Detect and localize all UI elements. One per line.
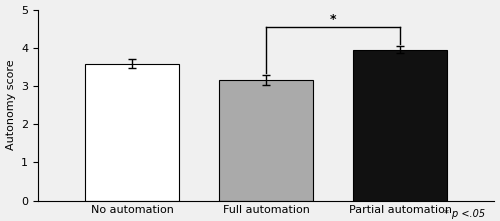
Bar <box>219 80 313 201</box>
Text: * p <.05: * p <.05 <box>444 209 485 219</box>
Y-axis label: Autonomy score: Autonomy score <box>6 60 16 150</box>
Bar <box>354 50 448 201</box>
Bar <box>85 64 179 201</box>
Text: *: * <box>330 13 336 26</box>
